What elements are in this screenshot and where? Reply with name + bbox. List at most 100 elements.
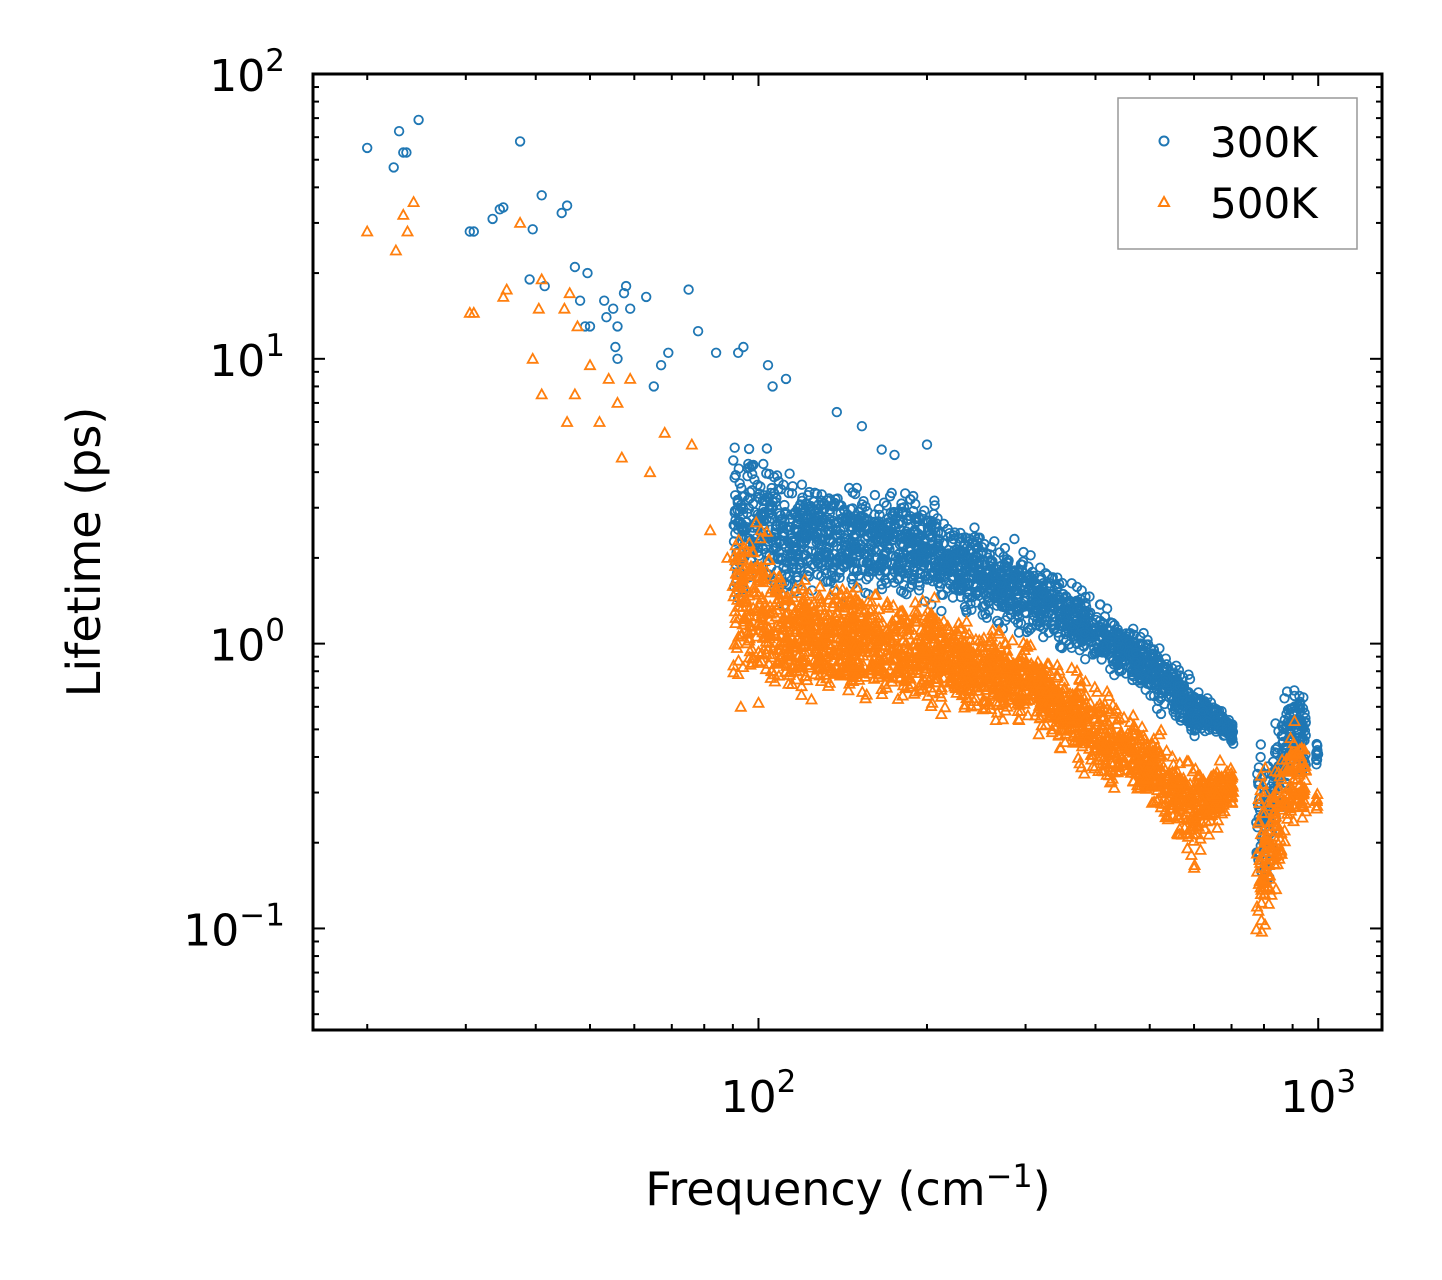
data-point [791, 648, 805, 661]
data-point [738, 341, 749, 353]
data-point [1177, 688, 1188, 699]
data-point [612, 321, 623, 332]
data-point [1117, 710, 1131, 723]
data-point [1089, 738, 1103, 750]
data-point [801, 604, 816, 617]
data-point [821, 619, 835, 632]
data-point [733, 463, 745, 474]
data-point [796, 495, 808, 507]
data-point [1156, 691, 1167, 703]
data-point [872, 602, 886, 615]
data-point [766, 482, 777, 494]
data-point [1126, 774, 1140, 786]
data-point [1176, 771, 1190, 784]
data-point [1129, 766, 1143, 779]
data-point [915, 524, 927, 535]
data-point [852, 672, 866, 685]
data-point [1298, 759, 1312, 771]
data-point [1268, 764, 1282, 777]
data-point [1111, 730, 1125, 743]
data-point [795, 507, 807, 518]
data-point [758, 458, 769, 470]
data-point [953, 533, 965, 544]
data-point [876, 579, 887, 590]
data-point [794, 688, 809, 700]
data-point [1042, 594, 1053, 605]
data-point [1261, 879, 1275, 891]
data-point [1025, 675, 1039, 688]
data-point [1252, 796, 1266, 808]
data-point [954, 585, 965, 596]
data-point [849, 642, 863, 655]
data-point [1181, 829, 1195, 842]
data-point [1289, 685, 1300, 696]
data-point [1107, 781, 1121, 793]
data-point [810, 639, 824, 652]
data-point [863, 662, 877, 675]
data-point [1019, 693, 1033, 706]
data-point [1139, 673, 1151, 684]
data-point [1133, 780, 1147, 793]
data-point [1059, 722, 1073, 735]
data-point [1089, 705, 1103, 718]
data-point [1262, 897, 1276, 909]
data-point [868, 608, 882, 620]
data-point [878, 667, 892, 680]
data-point [799, 612, 813, 625]
data-point [958, 697, 972, 710]
data-point [820, 650, 834, 662]
data-point [972, 683, 986, 696]
data-point [1190, 818, 1204, 831]
data-point [901, 627, 915, 640]
data-point [526, 351, 540, 364]
data-point [904, 510, 916, 522]
data-point [1279, 693, 1290, 704]
data-point [775, 536, 786, 547]
data-point [1038, 697, 1052, 709]
data-point [862, 514, 873, 526]
data-point [792, 613, 806, 626]
data-point [812, 508, 823, 519]
data-point [1254, 913, 1268, 926]
data-point [999, 681, 1013, 693]
data-point [863, 666, 877, 679]
data-point [978, 572, 990, 584]
data-point [582, 267, 593, 279]
data-point [1253, 855, 1267, 868]
data-point [592, 415, 607, 427]
data-point [389, 243, 403, 256]
data-point [1030, 607, 1042, 619]
data-point [770, 520, 782, 532]
data-point [978, 701, 993, 713]
data-point [830, 642, 844, 655]
data-point [848, 564, 860, 576]
data-point [1020, 571, 1032, 582]
data-point [400, 224, 415, 237]
data-point [1019, 674, 1033, 686]
data-point [1193, 777, 1207, 790]
data-point [742, 650, 756, 663]
data-point [1114, 737, 1128, 750]
data-point [1280, 764, 1294, 777]
data-point [561, 200, 573, 211]
data-point [398, 147, 409, 158]
data-point [1174, 708, 1186, 720]
data-point [838, 638, 852, 651]
data-point [984, 648, 998, 661]
data-point [568, 387, 582, 400]
data-point [733, 518, 744, 529]
data-point [745, 561, 759, 574]
data-point [795, 595, 809, 608]
data-point [1271, 748, 1283, 759]
data-point [1262, 868, 1276, 880]
data-point [937, 670, 951, 683]
data-point [1079, 627, 1091, 638]
data-point [876, 651, 891, 664]
data-point [736, 660, 750, 672]
data-point [1140, 744, 1154, 757]
data-point [956, 547, 967, 558]
data-point [1012, 713, 1026, 725]
data-point [906, 663, 920, 676]
data-point [1087, 649, 1099, 660]
data-point [1047, 709, 1062, 721]
